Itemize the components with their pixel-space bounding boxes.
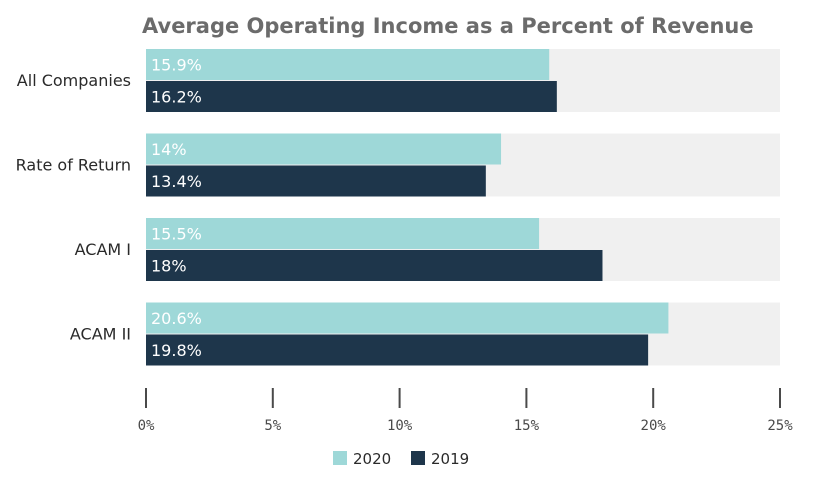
bar-2019 <box>146 165 486 197</box>
bar-label-2020: 14% <box>151 140 187 159</box>
bar-2019 <box>146 334 649 366</box>
legend-swatch-2019 <box>411 451 425 465</box>
category-label: ACAM II <box>70 325 131 344</box>
bar-label-2019: 19.8% <box>151 341 202 360</box>
bar-label-2019: 18% <box>151 257 187 276</box>
bar-2020 <box>146 302 669 334</box>
bar-2020 <box>146 49 550 80</box>
legend-label-2019: 2019 <box>431 450 469 468</box>
x-tick-label: 15% <box>514 418 540 434</box>
x-tick-label: 10% <box>387 418 413 434</box>
chart-title: Average Operating Income as a Percent of… <box>142 14 754 38</box>
x-axis: 0% 5% 10% 15% 20% 25% <box>138 388 793 434</box>
bar-label-2020: 20.6% <box>151 309 202 328</box>
x-tick-label: 0% <box>138 418 155 434</box>
bar-2020 <box>146 218 540 249</box>
bars: 15.9% 16.2% 14% 13.4% 15.5% 18% 20.6% 19.8% <box>146 49 669 366</box>
legend: 2020 2019 <box>333 450 469 468</box>
chart-title-text: Average Operating Income as a Percent of… <box>142 14 754 38</box>
x-tick-label: 5% <box>264 418 281 434</box>
legend-swatch-2020 <box>333 451 347 465</box>
x-tick-label: 25% <box>767 418 793 434</box>
category-label: Rate of Return <box>16 156 131 175</box>
bar-2019 <box>146 81 557 112</box>
bar-label-2019: 13.4% <box>151 172 202 191</box>
bar-label-2020: 15.9% <box>151 56 202 75</box>
category-labels: All Companies Rate of Return ACAM I ACAM II <box>16 71 131 344</box>
x-tick-label: 20% <box>641 418 667 434</box>
legend-label-2020: 2020 <box>353 450 391 468</box>
bar-2020 <box>146 133 502 165</box>
bar-label-2020: 15.5% <box>151 225 202 244</box>
bar-label-2019: 16.2% <box>151 88 202 107</box>
bar-2019 <box>146 250 603 281</box>
category-label: ACAM I <box>75 240 131 259</box>
category-label: All Companies <box>17 71 131 90</box>
